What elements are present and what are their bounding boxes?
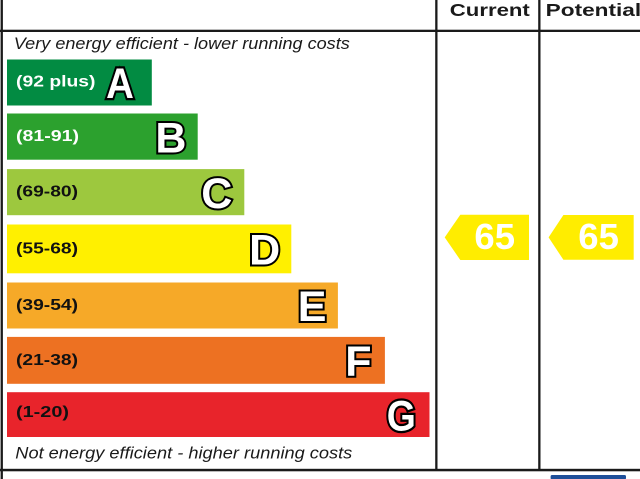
svg-text:B: B (155, 114, 186, 162)
svg-text:F: F (345, 338, 371, 386)
svg-text:(55-68): (55-68) (16, 240, 78, 257)
svg-text:Current: Current (450, 0, 530, 20)
svg-text:65: 65 (578, 216, 619, 257)
svg-text:Potential: Potential (546, 0, 640, 20)
svg-text:E: E (298, 283, 327, 331)
svg-text:(92 plus): (92 plus) (16, 74, 96, 91)
svg-text:(39-54): (39-54) (16, 297, 78, 314)
svg-text:(81-91): (81-91) (16, 128, 79, 145)
svg-text:(69-80): (69-80) (16, 183, 78, 200)
svg-text:(1-20): (1-20) (16, 404, 69, 421)
svg-text:(21-38): (21-38) (16, 352, 78, 369)
svg-text:G: G (387, 392, 416, 440)
svg-text:65: 65 (474, 216, 515, 257)
svg-text:Very energy efficient - lower: Very energy efficient - lower running co… (14, 35, 350, 53)
svg-text:Not energy efficient - higher: Not energy efficient - higher running co… (15, 445, 352, 463)
svg-text:C: C (201, 170, 232, 218)
svg-text:D: D (249, 227, 280, 275)
svg-text:A: A (106, 59, 134, 107)
